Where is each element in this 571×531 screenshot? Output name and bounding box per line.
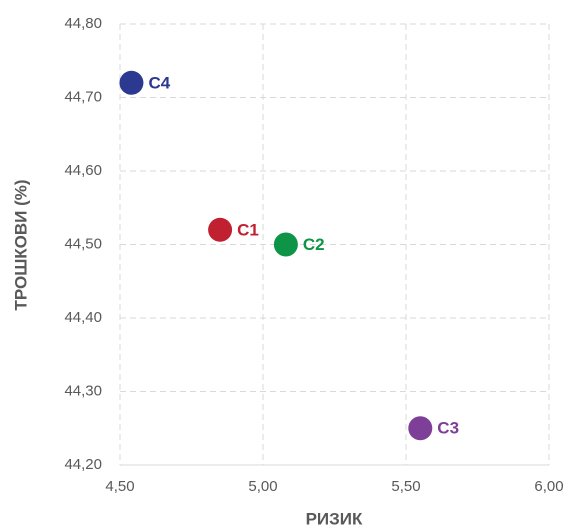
- point-label: C3: [437, 419, 459, 438]
- y-tick-label: 44,80: [64, 15, 102, 32]
- y-axis-title: ТРОШКОВИ (%): [11, 179, 30, 310]
- point: [273, 232, 298, 257]
- point: [208, 217, 233, 242]
- x-tick-label: 5,50: [391, 478, 420, 495]
- y-tick-label: 44,20: [64, 456, 102, 473]
- y-tick-label: 44,30: [64, 382, 102, 399]
- point-label: C1: [237, 220, 259, 239]
- y-tick-label: 44,70: [64, 88, 102, 105]
- x-tick-label: 5,00: [248, 478, 277, 495]
- x-tick-label: 4,50: [105, 478, 134, 495]
- x-axis-title: РИЗИК: [306, 509, 363, 528]
- x-tick-label: 6,00: [534, 478, 563, 495]
- point-label: C2: [303, 235, 325, 254]
- point: [408, 416, 433, 441]
- y-tick-label: 44,60: [64, 162, 102, 179]
- point-label: C4: [148, 73, 170, 92]
- y-tick-label: 44,50: [64, 235, 102, 252]
- point: [119, 70, 144, 95]
- y-tick-label: 44,40: [64, 309, 102, 326]
